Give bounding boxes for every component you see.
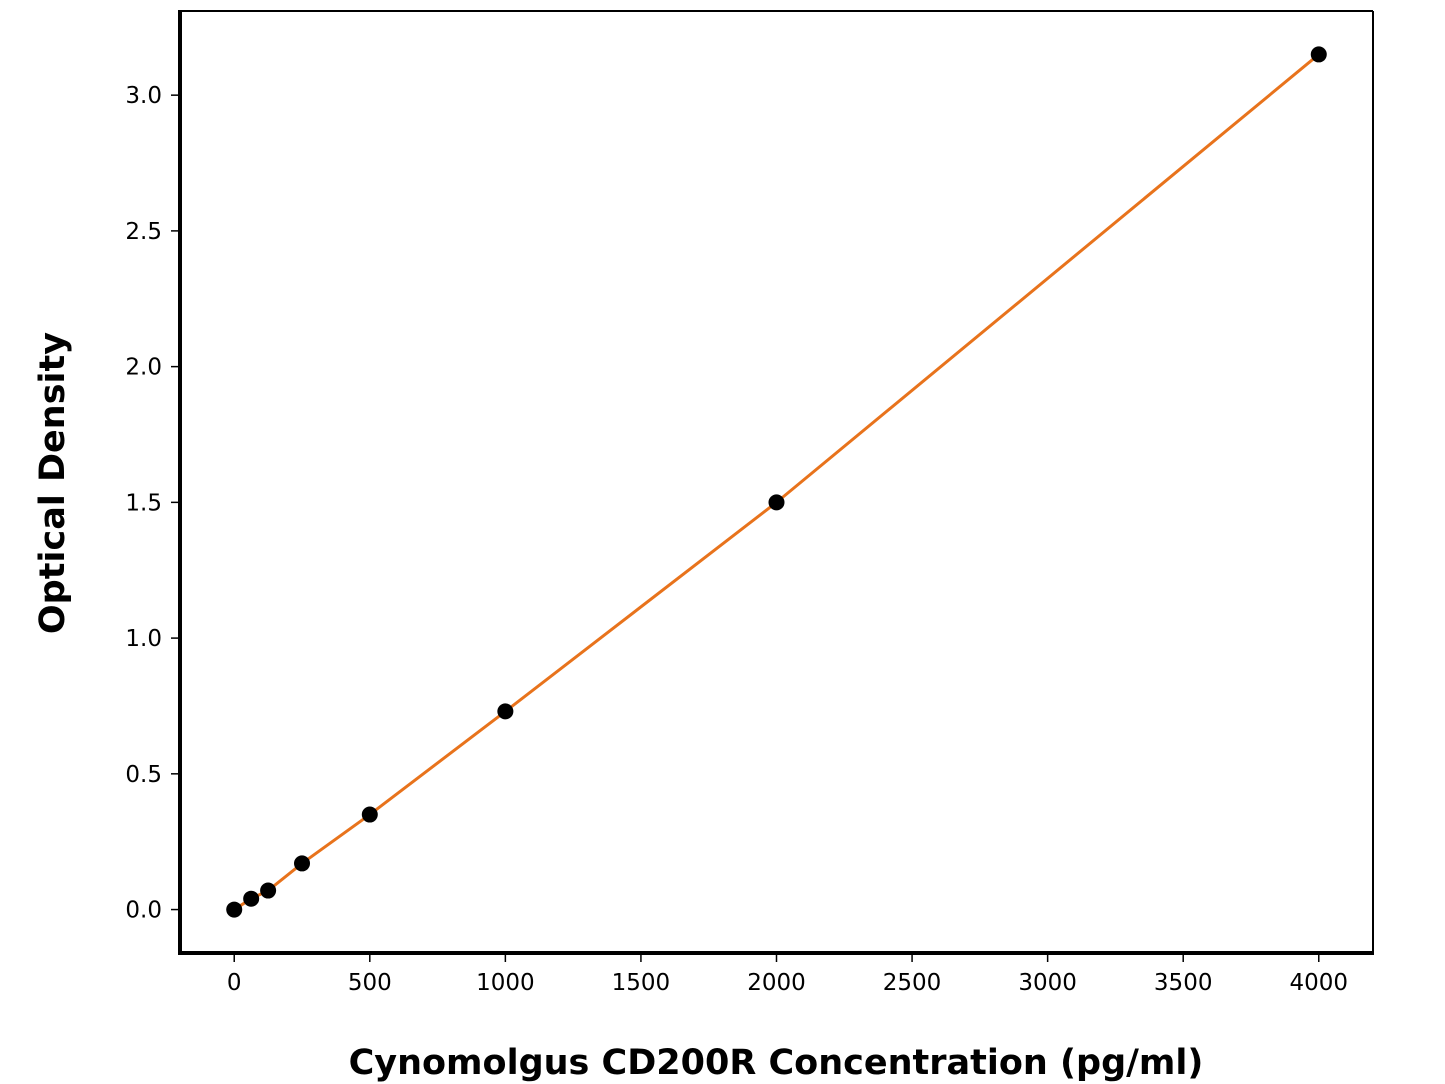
data-point [226,901,243,918]
y-tick-label: 2.0 [125,355,162,381]
y-tick-label: 1.5 [125,490,162,516]
data-point [768,494,785,511]
x-tick-label: 1000 [476,970,535,996]
data-point [294,855,311,872]
y-tick-label: 0.5 [125,762,162,788]
x-tick-label: 500 [348,970,392,996]
x-tick-label: 2500 [883,970,942,996]
x-tick-label: 1500 [612,970,671,996]
data-point [260,882,277,899]
y-tick-label: 3.0 [125,83,162,109]
x-axis-label: Cynomolgus CD200R Concentration (pg/ml) [349,1043,1204,1083]
x-tick-label: 4000 [1289,970,1348,996]
x-tick-label: 2000 [747,970,806,996]
x-tick-label: 0 [227,970,242,996]
y-tick-label: 1.0 [125,626,162,652]
y-tick-label: 2.5 [125,219,162,245]
x-tick-label: 3000 [1018,970,1077,996]
x-tick-label: 3500 [1154,970,1213,996]
data-point [1310,46,1327,63]
y-axis-label: Optical Density [33,332,73,634]
data-point [361,806,378,823]
fit-line [233,53,1320,911]
data-point [243,890,260,907]
data-point [497,703,514,720]
y-tick-label: 0.0 [125,898,162,924]
